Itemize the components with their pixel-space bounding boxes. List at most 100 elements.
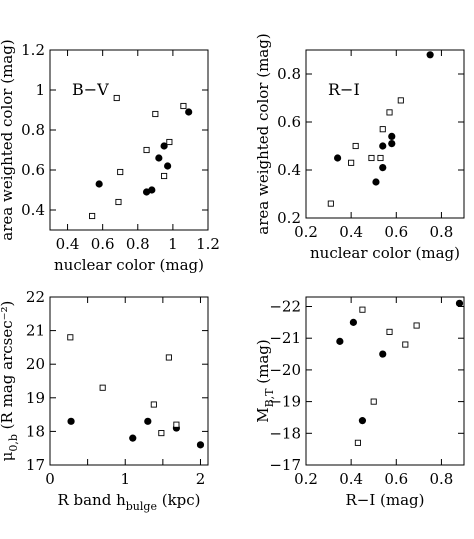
- data-point-filled: [196, 441, 205, 449]
- data-point-open: [402, 341, 409, 348]
- data-point-open: [173, 421, 180, 428]
- y-axis-title: area weighted color (mag): [254, 33, 272, 234]
- data-point-open: [397, 97, 404, 104]
- y-axis-title-tail: (mag): [254, 339, 272, 388]
- x-tick-label: 2: [196, 470, 206, 488]
- plot-frame: [305, 49, 465, 219]
- x-tick-label: 1.2: [196, 235, 220, 253]
- data-point-open: [113, 94, 120, 102]
- x-tick-label: 0.6: [91, 235, 115, 253]
- x-axis-title: R band hbulge (kpc): [57, 491, 200, 513]
- y-tick-label: 20: [26, 355, 45, 373]
- data-point-filled: [379, 164, 387, 172]
- data-point-open: [359, 306, 366, 313]
- y-axis-title-tail: (R mag arcsec⁻²): [0, 301, 16, 435]
- panel-label: R−I: [328, 80, 360, 99]
- y-tick-label: 0.4: [21, 201, 45, 219]
- y-axis-title-main: M: [254, 407, 272, 422]
- x-tick-label: 0.6: [384, 470, 408, 488]
- y-tick-label: 0.4: [277, 161, 301, 179]
- x-axis-title: R−I (mag): [345, 491, 424, 509]
- y-tick-label: 0.2: [277, 209, 301, 227]
- data-point-open: [143, 146, 150, 154]
- x-tick-label: 0.4: [339, 223, 363, 241]
- y-tick-label: −21: [269, 329, 301, 347]
- y-axis-title-sub: B,T: [263, 388, 276, 408]
- data-point-filled: [155, 154, 163, 162]
- data-point-open: [386, 328, 393, 335]
- panel-surface-brightness: 0 1 2 17 18 19 20 21 22 R band hbulge (kpc) μ0,b (…: [0, 288, 209, 513]
- x-tick-label: 0.4: [339, 470, 363, 488]
- data-point-open: [158, 430, 165, 437]
- data-point-open: [180, 102, 187, 110]
- data-point-open: [354, 439, 361, 446]
- y-tick-label: 18: [26, 422, 45, 440]
- plot-frame: [49, 296, 209, 466]
- x-tick-label: 1: [120, 470, 130, 488]
- data-point-filled: [160, 142, 168, 150]
- data-point-open: [327, 200, 334, 207]
- y-tick-label: 21: [26, 322, 45, 340]
- data-point-open: [152, 110, 159, 118]
- data-point-open: [377, 154, 384, 162]
- data-point-open: [370, 398, 377, 405]
- data-point-filled: [379, 142, 387, 150]
- data-point-open: [67, 334, 74, 341]
- data-point-open: [413, 322, 420, 329]
- data-point-filled: [185, 108, 193, 116]
- plot-frame: [49, 49, 209, 231]
- y-tick-label: −17: [269, 456, 301, 474]
- y-axis-title-symbol: μ: [0, 451, 16, 461]
- data-point-filled: [455, 299, 464, 307]
- data-point-open: [348, 159, 355, 166]
- plot-frame: [305, 296, 465, 466]
- x-tick-label: 0.4: [56, 235, 80, 253]
- data-point-filled: [67, 417, 75, 425]
- x-axis-title-sub: bulge: [126, 500, 157, 513]
- y-axis-title: area weighted color (mag): [0, 39, 16, 240]
- data-point-filled: [388, 140, 396, 148]
- y-axis-title: MB,T (mag): [254, 339, 276, 423]
- y-axis-title-sub: 0,b: [7, 434, 20, 452]
- x-tick-label: 0: [45, 470, 55, 488]
- x-axis-title-tail: (kpc): [157, 491, 201, 509]
- data-point-filled: [148, 186, 156, 194]
- data-point-open: [117, 168, 124, 176]
- panel-ri-color: 0.2 0.4 0.6 0.8 0.2 0.4 0.6 0.8 R−I nuclear color…: [254, 33, 465, 262]
- data-point-filled: [358, 417, 367, 425]
- data-point-filled: [379, 350, 387, 358]
- data-point-open: [99, 384, 106, 391]
- x-tick-label: 0.8: [126, 235, 150, 253]
- y-tick-label: −19: [269, 393, 301, 411]
- x-tick-label: 0.8: [429, 223, 453, 241]
- x-axis-title: nuclear color (mag): [54, 256, 204, 274]
- data-point-open: [161, 172, 168, 180]
- data-point-filled: [334, 154, 342, 162]
- y-tick-label: 1.2: [21, 41, 45, 59]
- data-point-filled: [129, 434, 137, 442]
- data-point-filled: [349, 318, 357, 326]
- data-point-filled: [426, 51, 434, 59]
- data-point-filled: [95, 180, 103, 188]
- y-tick-label: 22: [26, 288, 45, 306]
- data-point-open: [115, 198, 122, 206]
- data-point-filled: [336, 337, 344, 345]
- data-point-open: [386, 109, 393, 116]
- panel-absolute-magnitude: 0.2 0.4 0.6 0.8 −17 −18 −19 −20 −21 −22 R−I (mag) M…: [254, 296, 465, 509]
- y-tick-label: −20: [269, 361, 301, 379]
- y-tick-label: 19: [26, 389, 45, 407]
- y-tick-label: 0.6: [277, 113, 301, 131]
- y-tick-label: 0.8: [21, 121, 45, 139]
- x-tick-label: 0.8: [429, 470, 453, 488]
- data-point-open: [352, 142, 359, 150]
- data-point-open: [166, 138, 173, 146]
- data-point-open: [165, 354, 172, 361]
- data-point-filled: [164, 162, 172, 170]
- y-axis-title: μ0,b (R mag arcsec⁻²): [0, 301, 20, 462]
- x-tick-label: 0.2: [294, 223, 318, 241]
- data-point-filled: [372, 178, 380, 186]
- data-point-open: [150, 401, 157, 408]
- x-tick-label: 0.2: [294, 470, 318, 488]
- x-tick-label: 0.6: [384, 223, 408, 241]
